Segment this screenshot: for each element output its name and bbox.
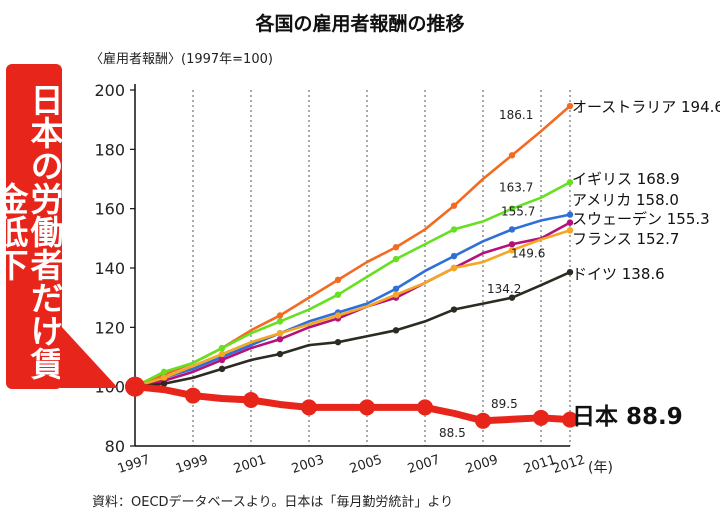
series-line [133, 229, 572, 388]
value-annotation: 134.2 [487, 282, 521, 296]
data-point [276, 330, 284, 337]
data-point [508, 247, 516, 254]
y-tick-label: 180 [94, 140, 125, 159]
data-point [334, 312, 342, 319]
y-tick-label: 200 [94, 81, 125, 100]
series-line [131, 383, 574, 425]
data-point [276, 350, 284, 358]
data-point [392, 255, 400, 263]
data-point [160, 368, 168, 376]
data-point [218, 356, 226, 364]
data-point [276, 318, 284, 325]
data-point [562, 411, 578, 428]
data-point [533, 409, 549, 426]
data-point [450, 226, 458, 233]
data-point [566, 211, 574, 218]
data-point [334, 291, 342, 298]
x-axis-unit: (年) [588, 460, 613, 476]
x-tick-label: 2007 [406, 452, 442, 476]
callout-text: 日本の労働者だけ賃金低下 [0, 83, 64, 380]
series-end-label: スウェーデン 155.3 [572, 210, 710, 228]
series-line [133, 270, 572, 388]
value-annotation: 163.7 [499, 181, 533, 195]
value-annotation: 186.1 [499, 108, 533, 122]
y-tick-label: 140 [94, 259, 125, 278]
data-point [475, 412, 491, 429]
series-end-label: オーストラリア 194.6 [572, 98, 720, 116]
data-point [417, 399, 433, 416]
x-tick-label: 1999 [174, 452, 210, 476]
data-point [392, 327, 400, 334]
y-tick-label: 80 [105, 437, 125, 456]
data-point [218, 344, 226, 352]
data-point [334, 276, 342, 284]
data-point [243, 392, 259, 409]
value-annotation: 149.6 [511, 247, 545, 261]
data-point [566, 268, 574, 276]
x-tick-label: 2001 [232, 452, 268, 476]
value-annotation: 155.7 [501, 204, 535, 218]
value-annotation: 89.5 [491, 397, 518, 411]
chart-title: 各国の雇用者報酬の推移 [254, 12, 464, 35]
y-tick-label: 120 [94, 318, 125, 337]
series-end-label: アメリカ 158.0 [572, 191, 679, 209]
data-point [334, 338, 342, 346]
data-point [566, 227, 574, 234]
data-point [508, 205, 516, 212]
data-point [160, 374, 168, 381]
x-tick-label: 2003 [290, 452, 326, 476]
x-tick-label: 2005 [348, 452, 384, 476]
y-axis-label: 〈雇用者報酬〉(1997年=100) [90, 51, 273, 67]
series-line [133, 213, 572, 388]
data-point [392, 291, 400, 298]
x-tick-label: 1997 [116, 452, 152, 476]
data-point [359, 399, 375, 416]
data-point [392, 285, 400, 292]
data-point [508, 294, 516, 301]
series-end-label: ドイツ 138.6 [572, 265, 665, 283]
data-point [185, 387, 201, 404]
x-tick-label: 2012 [551, 452, 587, 476]
data-point [276, 336, 284, 343]
data-point [218, 350, 226, 358]
y-tick-label: 160 [94, 200, 125, 219]
start-point [125, 376, 145, 397]
series-end-label: イギリス 168.9 [572, 170, 680, 188]
data-point [566, 102, 574, 110]
data-point [160, 380, 168, 387]
data-point [450, 202, 458, 209]
x-tick-label: 2009 [464, 452, 500, 476]
data-point [392, 244, 400, 251]
data-point [508, 241, 516, 248]
series-line [133, 221, 572, 388]
series-end-label: フランス 152.7 [572, 230, 679, 248]
data-point [508, 226, 516, 233]
value-annotation: 88.5 [439, 426, 466, 440]
data-point [508, 152, 516, 159]
data-point [450, 264, 458, 272]
source-note: 資料：OECDデータベースより。日本は「毎月勤労統計」より [92, 494, 453, 510]
data-point [450, 306, 458, 313]
callout-banner: 日本の労働者だけ賃金低下 [0, 64, 64, 389]
series-line [133, 180, 572, 388]
data-point [450, 252, 458, 260]
y-tick-label: 100 [94, 378, 125, 397]
data-point [566, 179, 574, 186]
data-point [301, 399, 317, 416]
data-point [276, 312, 284, 319]
data-point [566, 219, 574, 226]
data-point [218, 365, 226, 373]
series-end-label: 日本 88.9 [572, 404, 683, 430]
